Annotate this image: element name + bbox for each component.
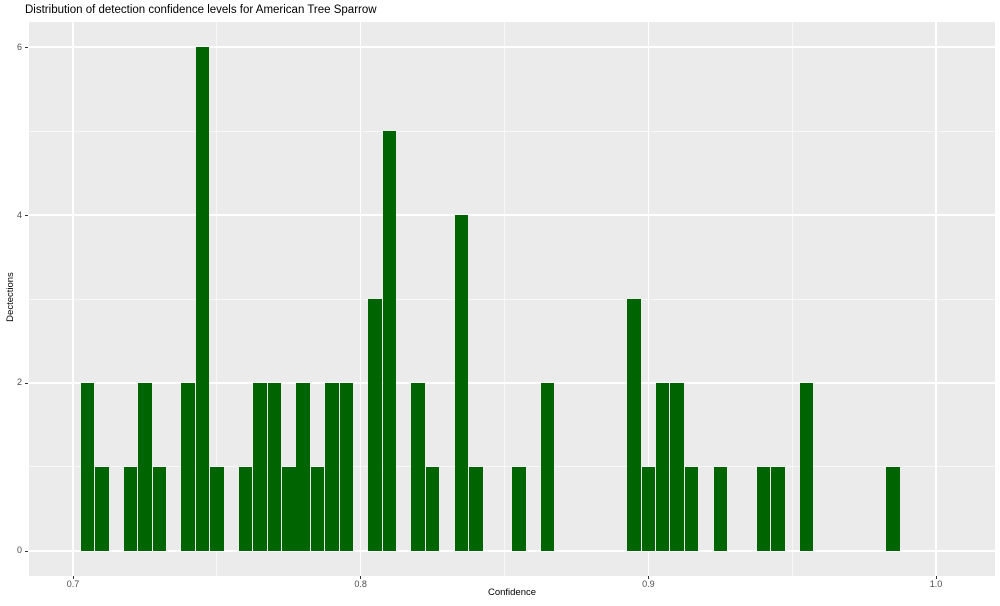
histogram-bar	[469, 466, 483, 551]
histogram-bar	[95, 466, 109, 551]
chart-title: Distribution of detection confidence lev…	[25, 4, 377, 16]
gridline-horizontal-minor	[29, 130, 995, 132]
histogram-bar	[267, 382, 282, 551]
histogram-bar	[756, 466, 771, 551]
histogram-bar	[425, 466, 440, 551]
y-tick-mark	[25, 215, 28, 217]
histogram-bar	[799, 382, 814, 551]
x-tick-label: 0.8	[354, 579, 367, 589]
histogram-bar	[684, 466, 699, 551]
plot-panel	[29, 22, 995, 576]
gridline-horizontal-major	[29, 550, 995, 552]
x-tick-label: 1.0	[929, 579, 943, 589]
y-tick-label: 6	[16, 41, 22, 52]
gridline-vertical-major	[359, 22, 362, 576]
x-tick-mark	[72, 576, 74, 579]
y-tick-label: 4	[16, 209, 22, 220]
histogram-bar	[238, 466, 253, 551]
gridline-vertical-major	[72, 22, 74, 576]
gridline-horizontal-major	[29, 382, 995, 384]
histogram-bar	[123, 466, 138, 551]
histogram-bar	[454, 215, 469, 551]
histogram-bar	[253, 382, 267, 551]
histogram-bar	[210, 466, 224, 551]
y-tick-mark	[25, 382, 28, 384]
histogram-bar	[339, 382, 354, 551]
gridline-horizontal-major	[29, 46, 995, 48]
histogram-bar	[181, 382, 195, 551]
y-tick-label: 0	[16, 545, 22, 556]
histogram-bar	[325, 382, 339, 551]
x-axis-title: Confidence	[487, 587, 537, 598]
histogram-bar	[368, 299, 382, 551]
y-tick-label: 2	[16, 377, 22, 388]
x-tick-mark	[935, 576, 937, 579]
gridline-vertical-major	[935, 22, 937, 576]
histogram-bar	[771, 466, 785, 551]
histogram-bar	[411, 382, 425, 551]
histogram-bar	[886, 466, 900, 551]
histogram-bar	[282, 466, 296, 551]
histogram-bar	[540, 382, 555, 551]
histogram-bar	[670, 382, 684, 551]
gridline-horizontal-minor	[29, 298, 995, 300]
y-tick-mark	[25, 47, 28, 49]
histogram-bar	[296, 382, 310, 551]
gridline-horizontal-major	[29, 214, 995, 216]
x-tick-label: 0.9	[642, 579, 655, 589]
histogram-bar	[138, 382, 152, 551]
histogram-bar	[152, 466, 167, 551]
histogram-bar	[655, 382, 670, 551]
histogram-bar	[80, 382, 95, 551]
y-axis-title: Dectections	[5, 272, 16, 322]
histogram-bar	[382, 131, 397, 551]
histogram-bar	[713, 466, 728, 551]
histogram-bar	[195, 47, 210, 551]
histogram-bar	[627, 299, 641, 551]
gridline-horizontal-minor	[29, 466, 995, 468]
histogram-bar	[641, 466, 656, 551]
histogram-bar	[512, 466, 526, 551]
x-tick-label: 0.7	[66, 579, 80, 589]
x-tick-mark	[647, 576, 649, 579]
x-tick-mark	[360, 576, 362, 579]
histogram-bar	[310, 466, 325, 551]
y-tick-mark	[25, 550, 28, 552]
gridline-vertical-major	[647, 22, 650, 576]
